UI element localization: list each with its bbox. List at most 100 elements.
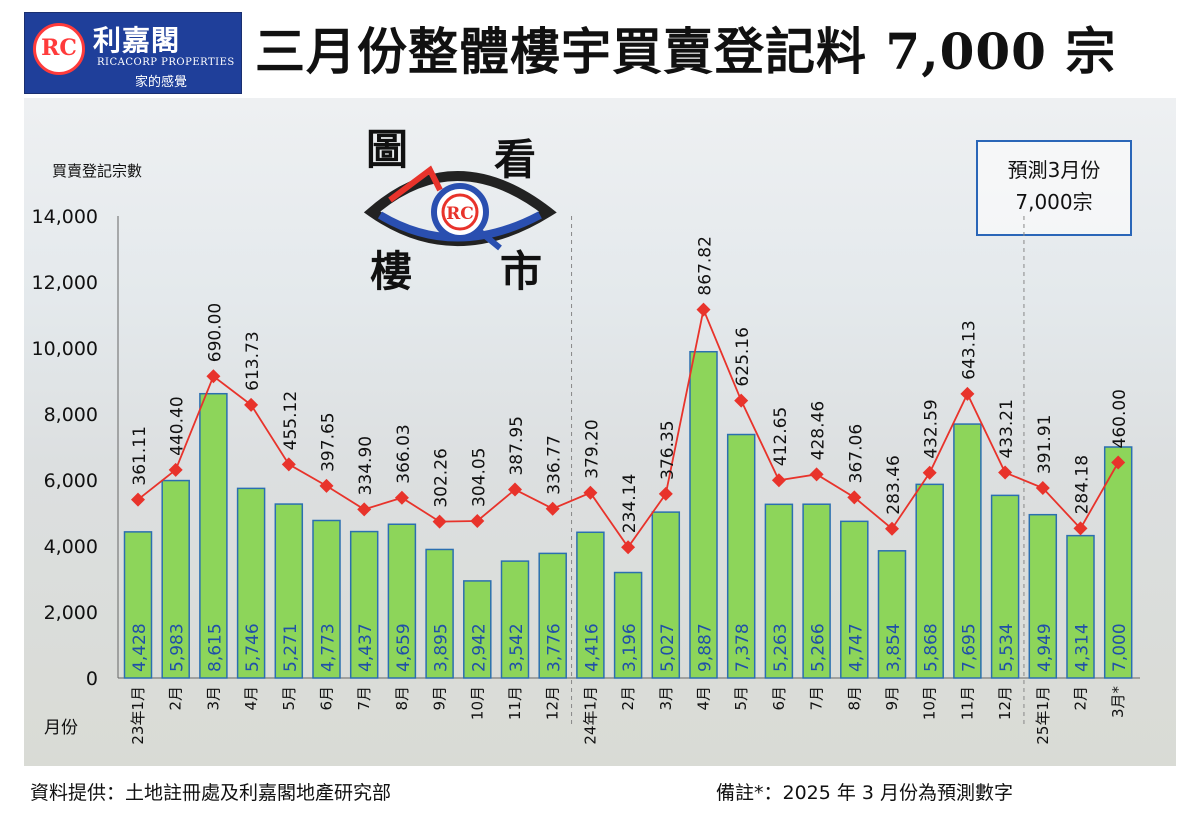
bar [953, 423, 982, 679]
bar-value-label: 5,534 [997, 623, 1017, 672]
line-value-label: 376.35 [658, 420, 678, 479]
x-tick-label: 9月 [883, 686, 901, 711]
badge-char-4: 市 [500, 247, 543, 296]
bar [161, 479, 190, 679]
x-tick-label: 4月 [242, 686, 260, 711]
line-value-label: 367.06 [846, 424, 866, 483]
bar-value-label: 4,428 [130, 623, 150, 672]
bar-value-label: 2,942 [469, 623, 489, 672]
line-value-label: 366.03 [394, 424, 414, 483]
bar [123, 531, 153, 679]
line-value-label: 391.91 [1035, 415, 1055, 474]
line-point [583, 485, 598, 500]
bar-value-label: 4,659 [394, 623, 414, 672]
bar [651, 511, 681, 679]
x-tick-label: 8月 [393, 686, 411, 711]
x-tick-label: 7月 [355, 686, 373, 711]
x-tick-label: 3月 [204, 686, 222, 711]
line-value-label: 334.90 [356, 436, 376, 495]
x-tick-label: 10月 [921, 686, 939, 720]
line-point [1111, 455, 1126, 470]
bar-value-label: 5,983 [168, 623, 188, 672]
rc-logo-icon: RC [33, 23, 85, 75]
badge-rc-mark: RC [446, 204, 474, 224]
logo-slogan: 家的感覺 [135, 75, 188, 90]
y-tick-label: 4,000 [44, 536, 98, 558]
line-point [470, 513, 485, 528]
y-tick-label: 8,000 [44, 404, 98, 426]
bar-value-label: 4,949 [1035, 623, 1055, 672]
line-value-label: 440.40 [168, 396, 188, 455]
line-point [357, 502, 372, 517]
line-point [206, 369, 221, 384]
y-tick-label: 12,000 [32, 272, 98, 294]
bar [1028, 513, 1058, 679]
badge-char-2: 看 [494, 135, 537, 184]
logo-english-name: RICACORP PROPERTIES [97, 57, 235, 68]
x-tick-label: 10月 [468, 686, 486, 720]
x-tick-label: 3月* [1109, 686, 1127, 719]
line-value-label: 613.73 [243, 331, 263, 390]
bar-value-label: 9,887 [696, 623, 716, 672]
bar [274, 503, 304, 679]
x-tick-label: 7月 [808, 686, 826, 711]
line-value-label: 284.18 [1073, 455, 1093, 514]
line-value-label: 867.82 [696, 236, 716, 295]
x-tick-label: 2月 [167, 686, 185, 711]
line-point [658, 486, 673, 501]
footer-source: 資料提供：土地註冊處及利嘉閣地產研究部 [30, 782, 392, 804]
line-value-label: 428.46 [809, 401, 829, 460]
line-point [131, 492, 145, 507]
line-point [922, 465, 937, 480]
bar-value-label: 7,000 [1110, 623, 1130, 672]
x-tick-label: 4月 [695, 686, 713, 711]
x-tick-label: 11月 [506, 686, 524, 720]
line-point [244, 397, 259, 412]
line-point [771, 473, 786, 488]
bar [463, 580, 492, 679]
line-point [885, 521, 899, 536]
line-point [809, 467, 824, 482]
page-title: 三月份整體樓宇買賣登記料 7,000 宗 [255, 22, 1117, 81]
prediction-line-2: 7,000宗 [1015, 190, 1093, 214]
bar-value-label: 4,416 [582, 623, 602, 672]
line-value-label: 397.65 [319, 412, 339, 471]
line-point [545, 501, 560, 516]
y-tick-label: 10,000 [32, 338, 98, 360]
x-tick-label: 12月 [996, 686, 1014, 720]
bar-value-label: 3,542 [507, 623, 527, 672]
x-axis-title: 月份 [44, 718, 78, 738]
x-tick-label: 2月 [1072, 686, 1090, 711]
bar-value-label: 4,437 [356, 623, 376, 672]
line-point [319, 478, 334, 493]
bar [349, 530, 379, 679]
bar-value-label: 5,266 [809, 623, 829, 672]
bar [802, 503, 831, 679]
bar [425, 548, 454, 679]
bar-value-label: 5,263 [771, 623, 791, 672]
bar [840, 520, 869, 679]
bar-value-label: 5,746 [243, 623, 263, 672]
x-tick-label: 8月 [845, 686, 863, 711]
line-value-label: 433.21 [997, 399, 1017, 458]
line-value-label: 455.12 [281, 391, 301, 450]
line-point [508, 482, 522, 497]
line-point [168, 462, 183, 477]
x-tick-label: 6月 [770, 686, 788, 711]
line-point [1073, 521, 1088, 536]
x-tick-label: 2月 [619, 686, 637, 711]
line-value-label: 234.14 [620, 474, 640, 533]
bar [990, 494, 1020, 679]
prediction-box: 預測3月份 7,000宗 [976, 140, 1132, 236]
footer-note: 備註*：2025 年 3 月份為預測數字 [716, 782, 1014, 804]
x-tick-label: 3月 [657, 686, 675, 711]
eye-icon: RC [363, 165, 557, 251]
x-tick-label: 24年1月 [581, 686, 599, 745]
bar [1103, 446, 1133, 679]
bar [387, 523, 417, 679]
bar [199, 392, 228, 679]
line-value-label: 625.16 [733, 327, 753, 386]
bar-value-label: 3,776 [545, 623, 565, 672]
bar-value-label: 5,027 [658, 623, 678, 672]
bar-value-label: 5,868 [922, 623, 942, 672]
